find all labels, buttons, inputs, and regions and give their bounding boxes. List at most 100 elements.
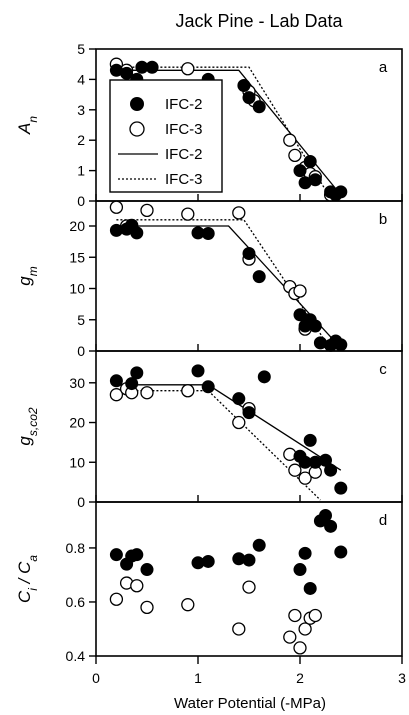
data-point-ifc2 bbox=[334, 185, 348, 199]
data-point-ifc2 bbox=[319, 509, 332, 523]
y-tick-label: 5 bbox=[77, 41, 85, 57]
y-tick-label: 4 bbox=[77, 71, 85, 87]
data-point-ifc2 bbox=[293, 563, 307, 577]
panel-letter: d bbox=[379, 512, 387, 529]
data-point-ifc2 bbox=[201, 554, 215, 568]
data-point-ifc3 bbox=[109, 592, 124, 606]
data-point-ifc2 bbox=[191, 364, 205, 378]
data-point-ifc3 bbox=[232, 206, 246, 220]
data-point-ifc3 bbox=[181, 207, 195, 221]
data-point-ifc2 bbox=[257, 370, 271, 384]
data-point-ifc3 bbox=[232, 415, 246, 430]
data-point-ifc2 bbox=[308, 173, 322, 187]
data-point-ifc2 bbox=[293, 164, 307, 178]
data-point-ifc3 bbox=[298, 471, 312, 485]
data-point-ifc2 bbox=[324, 519, 338, 533]
data-point-ifc2 bbox=[201, 380, 215, 394]
y-tick-label: 3 bbox=[77, 102, 85, 118]
y-tick-label: 2 bbox=[77, 132, 85, 148]
data-point-ifc2 bbox=[130, 366, 144, 380]
y-tick-label: 1 bbox=[77, 163, 85, 179]
chart-title: Jack Pine - Lab Data bbox=[175, 11, 343, 31]
data-point-ifc3 bbox=[140, 203, 154, 218]
y-tick-label: 5 bbox=[77, 312, 85, 328]
data-point-ifc2 bbox=[125, 377, 139, 391]
data-point-ifc2 bbox=[298, 546, 312, 560]
data-point-ifc3 bbox=[293, 641, 307, 655]
data-point-ifc2 bbox=[334, 545, 348, 559]
x-tick-label: 3 bbox=[398, 670, 406, 686]
data-point-ifc3 bbox=[130, 579, 144, 593]
data-point-ifc3 bbox=[140, 600, 154, 615]
legend-marker-open bbox=[129, 121, 145, 137]
data-point-ifc2 bbox=[140, 563, 154, 577]
legend-label: IFC-3 bbox=[165, 171, 203, 188]
y-tick-label: 20 bbox=[69, 218, 85, 234]
data-point-ifc3 bbox=[181, 62, 195, 76]
data-point-ifc2 bbox=[252, 538, 266, 552]
y-tick-label: 10 bbox=[69, 281, 85, 297]
fit-line-ifc2 bbox=[116, 225, 342, 349]
y-tick-label: 0.8 bbox=[66, 540, 86, 556]
fit-line-ifc3 bbox=[116, 66, 332, 199]
data-point-ifc2 bbox=[303, 433, 317, 447]
legend-label: IFC-3 bbox=[165, 121, 203, 138]
fit-line-ifc3 bbox=[116, 219, 332, 350]
y-tick-label: 0 bbox=[77, 343, 85, 359]
legend-label: IFC-2 bbox=[165, 96, 203, 113]
plot-frame bbox=[95, 501, 403, 657]
legend-label: IFC-2 bbox=[165, 146, 203, 163]
data-point-ifc3 bbox=[283, 133, 297, 147]
y-axis-label: gs,co2 bbox=[15, 407, 40, 445]
x-axis-label: Water Potential (-MPa) bbox=[174, 695, 326, 712]
data-point-ifc3 bbox=[140, 386, 154, 400]
data-point-ifc2 bbox=[242, 91, 256, 105]
data-point-ifc2 bbox=[293, 308, 307, 322]
y-tick-label: 0.6 bbox=[66, 594, 86, 610]
data-point-ifc2 bbox=[109, 548, 123, 562]
data-point-ifc3 bbox=[288, 608, 302, 623]
y-axis-label: gm bbox=[15, 266, 40, 285]
legend-marker-filled bbox=[130, 97, 144, 111]
data-point-ifc2 bbox=[232, 392, 246, 406]
panel-b: 0 5 10 15 20 b gm bbox=[15, 200, 403, 359]
data-point-ifc2 bbox=[334, 481, 348, 495]
panel-d: 0.4 0.6 0.8 0 1 2 3 d Ci / Ca bbox=[15, 501, 406, 686]
data-point-ifc3 bbox=[181, 598, 195, 612]
data-point-ifc2 bbox=[252, 270, 266, 284]
data-point-ifc3 bbox=[242, 580, 256, 594]
data-point-ifc2 bbox=[334, 338, 348, 352]
data-point-ifc2 bbox=[130, 548, 144, 562]
x-tick-label: 2 bbox=[296, 670, 304, 686]
y-axis-label: Ci / Ca bbox=[15, 555, 40, 603]
x-tick-label: 1 bbox=[194, 670, 202, 686]
data-point-ifc2 bbox=[324, 463, 338, 477]
data-point-ifc3 bbox=[288, 463, 302, 477]
y-tick-label: 10 bbox=[69, 454, 85, 470]
data-point-ifc2 bbox=[242, 406, 256, 420]
data-point-ifc3 bbox=[109, 200, 124, 214]
data-point-ifc2 bbox=[130, 226, 144, 240]
data-point-ifc2 bbox=[303, 154, 317, 168]
y-tick-label: 0.4 bbox=[66, 648, 86, 664]
y-tick-label: 20 bbox=[69, 415, 85, 431]
legend: IFC-2 IFC-3 IFC-2 IFC-3 bbox=[109, 79, 223, 193]
data-point-ifc3 bbox=[293, 284, 307, 298]
data-point-ifc3 bbox=[232, 622, 246, 636]
panel-letter: c bbox=[379, 361, 387, 378]
panel-letter: b bbox=[379, 211, 387, 228]
data-point-ifc2 bbox=[109, 374, 123, 388]
plot-frame bbox=[95, 200, 403, 352]
data-point-ifc2 bbox=[242, 247, 256, 260]
panel-letter: a bbox=[379, 59, 388, 76]
data-point-ifc2 bbox=[303, 581, 317, 595]
data-point-ifc2 bbox=[145, 60, 159, 74]
data-point-ifc2 bbox=[237, 78, 251, 92]
data-point-ifc3 bbox=[308, 608, 322, 623]
data-point-ifc3 bbox=[298, 622, 312, 636]
data-point-ifc3 bbox=[288, 148, 302, 163]
data-point-ifc3 bbox=[109, 388, 124, 402]
data-point-ifc2 bbox=[201, 227, 215, 240]
